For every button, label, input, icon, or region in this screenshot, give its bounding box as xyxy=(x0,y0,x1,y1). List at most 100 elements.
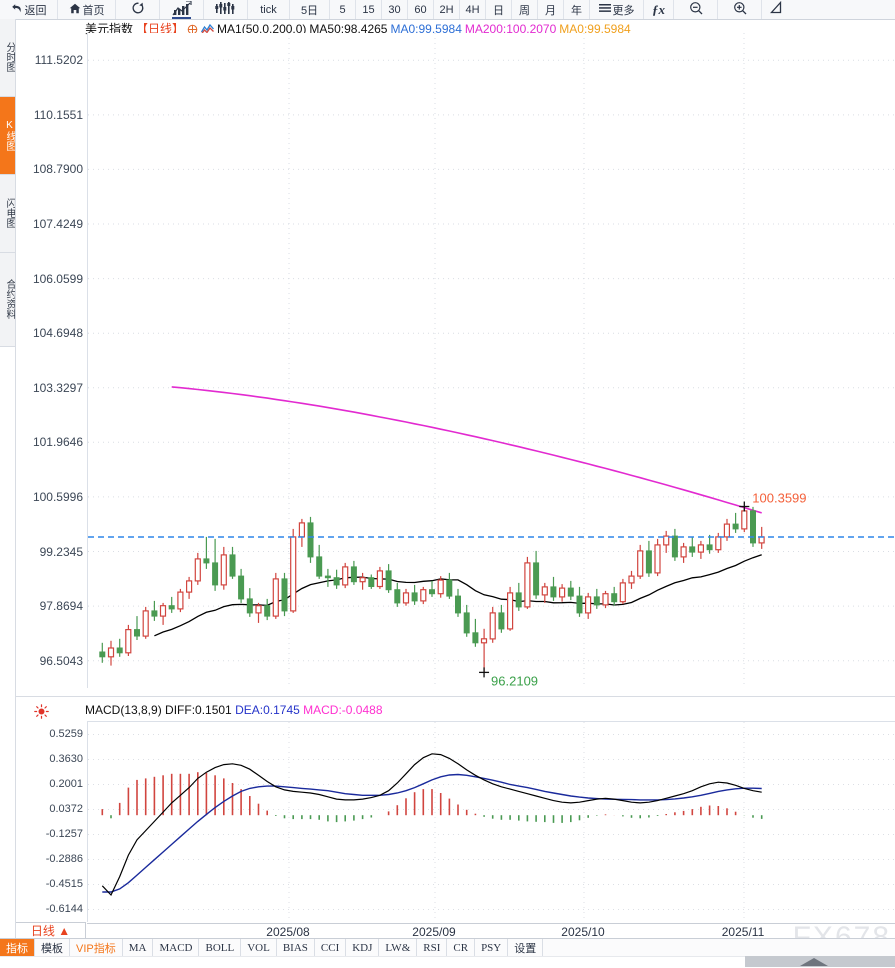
horizontal-scrollbar[interactable] xyxy=(0,956,895,968)
indicator-button-label: BOLL xyxy=(205,942,235,954)
home-button[interactable]: 首页 xyxy=(58,0,116,19)
timeframe-30[interactable]: 30 xyxy=(382,0,408,19)
timeframe-4h[interactable]: 4H xyxy=(460,0,486,19)
date-tick-label: 2025/09 xyxy=(412,925,456,939)
timeframe-year[interactable]: 年 xyxy=(564,0,590,19)
macd-tick-label: 0.2001 xyxy=(49,777,83,790)
timeframe-label: 15 xyxy=(362,3,375,16)
macd-tick-label: -0.4515 xyxy=(45,877,83,890)
sidebar-item-contract-info[interactable]: 合约资料 xyxy=(0,253,15,347)
legend-ma-params: MA1(50,0,200,0) xyxy=(217,22,307,36)
zoom-out-button[interactable] xyxy=(674,0,718,19)
sidebar-item-lightning[interactable]: 闪电图 xyxy=(0,175,15,253)
indicator-button-label: 模板 xyxy=(41,943,63,955)
timeframe-week[interactable]: 周 xyxy=(512,0,538,19)
sidebar-item-kline[interactable]: K线图 xyxy=(0,97,15,175)
macd-dea: DEA:0.1745 xyxy=(235,703,300,717)
indicator-button-label: 设置 xyxy=(514,943,537,955)
indicator-button-vol[interactable]: VOL xyxy=(241,939,277,957)
timeframe-2h[interactable]: 2H xyxy=(434,0,460,19)
pencil-icon xyxy=(769,0,783,18)
timeframe-5[interactable]: 5 xyxy=(330,0,356,19)
timeframe-label: 月 xyxy=(545,4,556,17)
timeframe-label: 5 xyxy=(339,3,346,16)
zoom-in-icon xyxy=(733,1,747,18)
macd-tick-label: -0.6144 xyxy=(45,902,83,915)
price-plot[interactable]: 100.3599 96.2109 xyxy=(87,33,895,688)
sidebar-item-label: 闪电图 xyxy=(4,198,15,228)
macd-plot[interactable] xyxy=(87,721,895,922)
timeframe-day[interactable]: 日 xyxy=(486,0,512,19)
zoom-in-button[interactable] xyxy=(718,0,762,19)
price-tick-label: 99.2345 xyxy=(39,544,83,559)
legend-ma50: MA50:98.4265 xyxy=(309,22,388,36)
period-tab[interactable]: 日线 ▲ xyxy=(16,922,86,941)
indicator-button-[interactable]: 指标 xyxy=(0,939,35,957)
indicator-button-bias[interactable]: BIAS xyxy=(277,939,315,957)
left-sidebar: 分时图 K线图 闪电图 合约资料 xyxy=(0,19,16,968)
more-label: 更多 xyxy=(612,4,635,17)
top-toolbar: 返回 首页 xyxy=(0,0,895,20)
timeframe-label: 日 xyxy=(493,4,504,17)
indicator-button-rsi[interactable]: RSI xyxy=(417,939,448,957)
back-arrow-icon xyxy=(11,3,23,17)
macd-tick-label: 0.3630 xyxy=(49,752,83,765)
sidebar-item-label: 分时图 xyxy=(4,42,15,72)
price-tick-label: 103.3297 xyxy=(32,380,83,395)
indicator-button-[interactable]: 设置 xyxy=(508,939,544,957)
scrollbar-track[interactable] xyxy=(0,956,745,968)
candlestick-chart-button[interactable] xyxy=(160,0,204,19)
macd-tick-label: 0.0372 xyxy=(49,802,83,815)
back-label: 返回 xyxy=(24,4,47,17)
scroll-up-arrow-icon[interactable] xyxy=(800,958,828,966)
macd-diff: DIFF:0.1501 xyxy=(165,703,232,717)
price-tick-label: 110.1551 xyxy=(33,107,83,122)
chart-area: 美元指数 【日线】 MA1(50,0,200,0) MA50:98.4265 MA0:9… xyxy=(16,19,895,968)
indicator-button-macd[interactable]: MACD xyxy=(153,939,200,957)
depth-button[interactable] xyxy=(204,0,248,19)
day5-button[interactable]: 5日 xyxy=(290,0,330,19)
zoom-out-icon xyxy=(689,1,703,18)
more-button[interactable]: 更多 xyxy=(590,0,644,19)
fx-label: ƒx xyxy=(652,1,665,17)
macd-value: MACD:-0.0488 xyxy=(303,703,383,717)
legend-ma200: MA200:100.2070 xyxy=(464,22,557,36)
panel-divider xyxy=(16,696,895,697)
date-tick-label: 2025/08 xyxy=(266,925,310,939)
sidebar-item-timeshare[interactable]: 分时图 xyxy=(0,19,15,97)
tick-button[interactable]: tick xyxy=(248,0,290,19)
indicator-button-label: 指标 xyxy=(6,943,28,955)
indicator-button-label: MACD xyxy=(159,942,193,954)
timeframe-label: 2H xyxy=(439,3,454,16)
back-button[interactable]: 返回 xyxy=(0,0,58,19)
indicator-button-cci[interactable]: CCI xyxy=(315,939,347,957)
indicator-button-label: LW& xyxy=(385,942,411,954)
indicator-button-label: RSI xyxy=(423,942,441,954)
period-tab-label: 日线 ▲ xyxy=(30,924,71,938)
legend-period: 【日线】 xyxy=(136,22,185,36)
refresh-icon xyxy=(131,1,145,18)
day5-label: 5日 xyxy=(300,4,319,17)
price-tick-label: 108.7900 xyxy=(32,162,83,177)
sun-settings-icon[interactable] xyxy=(34,704,49,719)
indicator-button-boll[interactable]: BOLL xyxy=(199,939,242,957)
draw-button[interactable] xyxy=(762,0,790,19)
price-tick-label: 97.8694 xyxy=(39,599,83,614)
indicator-button-[interactable]: 模板 xyxy=(35,939,70,957)
chart-legend: 美元指数 【日线】 MA1(50,0,200,0) MA50:98.4265 MA0:9… xyxy=(85,21,634,37)
indicator-button-vip[interactable]: VIP指标 xyxy=(70,939,123,957)
indicator-button-cr[interactable]: CR xyxy=(447,939,476,957)
refresh-button[interactable] xyxy=(116,0,160,19)
macd-tick-label: -0.2886 xyxy=(45,852,83,865)
indicator-button-psy[interactable]: PSY xyxy=(475,939,509,957)
timeframe-60[interactable]: 60 xyxy=(408,0,434,19)
timeframe-label: 30 xyxy=(388,3,401,16)
indicator-button-lw[interactable]: LW& xyxy=(379,939,418,957)
high-price-annotation: 100.3599 xyxy=(752,491,806,506)
fx-button[interactable]: ƒx xyxy=(644,0,674,19)
indicator-button-ma[interactable]: MA xyxy=(123,939,154,957)
timeframe-month[interactable]: 月 xyxy=(538,0,564,19)
indicator-button-kdj[interactable]: KDJ xyxy=(346,939,380,957)
timeframe-15[interactable]: 15 xyxy=(356,0,382,19)
sidebar-item-label: 合约资料 xyxy=(4,279,15,319)
